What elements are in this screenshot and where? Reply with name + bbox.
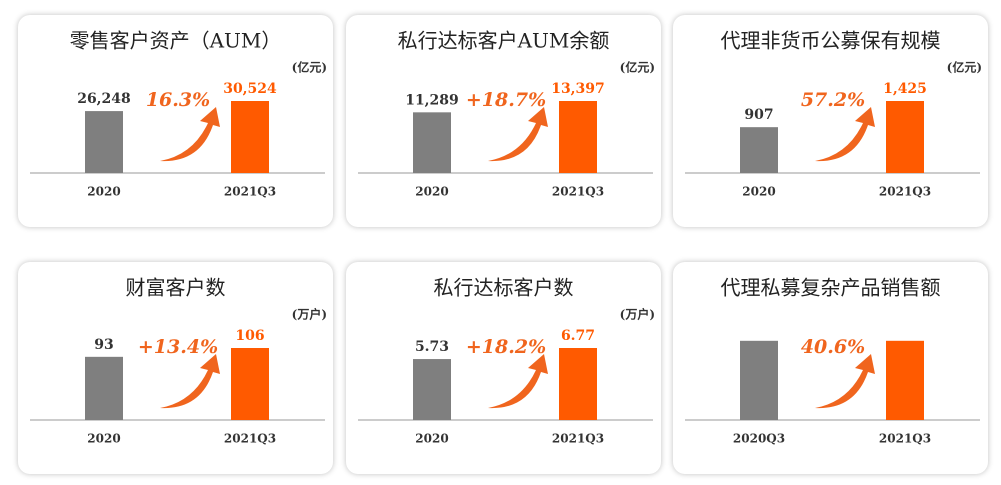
bar [740, 127, 778, 173]
chart-title: 零售客户资产（AUM） [70, 29, 282, 53]
growth-label: +18.7% [466, 89, 546, 111]
x-tick-label: 2021Q3 [224, 432, 276, 446]
growth-label: 57.2% [801, 89, 865, 111]
chart-title: 代理私募复杂产品销售额 [721, 276, 941, 300]
chart: 私行达标客户数 (万户) +18.2% 5.73 2020 6.77 2021Q3 [358, 276, 655, 446]
unit-label: (亿元) [947, 60, 982, 75]
value-label: 106 [235, 328, 264, 344]
bar [231, 348, 269, 420]
x-tick-label: 2020 [87, 432, 120, 446]
growth-arrow [160, 107, 220, 162]
chart-title: 财富客户数 [126, 276, 226, 300]
chart: 私行达标客户AUM余额 (亿元) +18.7% 11,289 2020 13,397 202… [358, 29, 655, 199]
bar [559, 101, 597, 173]
value-label: 30,524 [223, 81, 277, 97]
chart: 代理私募复杂产品销售额 40.6% 2020Q3 2021Q3 [685, 276, 980, 446]
growth-arrow [488, 354, 548, 409]
unit-label: (万户) [620, 307, 655, 322]
growth-arrow [815, 107, 875, 162]
x-tick-label: 2020 [87, 185, 120, 199]
chart-panel: 零售客户资产（AUM） (亿元) 16.3% 26,248 2020 30,524 2021… [18, 15, 333, 227]
x-tick-label: 2021Q3 [879, 185, 931, 199]
chart-panel: 财富客户数 (万户) +13.4% 93 2020 106 2021Q3 [18, 262, 333, 474]
x-tick-label: 2020Q3 [733, 432, 785, 446]
chart-panel: 私行达标客户AUM余额 (亿元) +18.7% 11,289 2020 13,397 202… [346, 15, 661, 227]
chart-panel: 代理私募复杂产品销售额 40.6% 2020Q3 2021Q3 [673, 262, 988, 474]
bar [85, 356, 123, 420]
unit-label: (万户) [292, 307, 327, 322]
value-label: 93 [94, 337, 113, 353]
unit-label: (亿元) [292, 60, 327, 75]
value-label: 5.73 [415, 339, 449, 355]
bar [559, 348, 597, 420]
unit-label: (亿元) [620, 60, 655, 75]
x-tick-label: 2020 [415, 185, 448, 199]
value-label: 6.77 [561, 328, 595, 344]
chart-title: 代理非货币公募保有规模 [721, 29, 941, 53]
chart-panel: 代理非货币公募保有规模 (亿元) 57.2% 907 2020 1,425 2021Q3 [673, 15, 988, 227]
bar [85, 111, 123, 173]
growth-arrow [815, 354, 875, 409]
growth-label: 40.6% [801, 336, 865, 358]
chart: 零售客户资产（AUM） (亿元) 16.3% 26,248 2020 30,524 2021… [30, 29, 327, 199]
chart: 财富客户数 (万户) +13.4% 93 2020 106 2021Q3 [30, 276, 327, 446]
bar [413, 112, 451, 173]
chart-title: 私行达标客户AUM余额 [398, 29, 610, 53]
growth-label: 16.3% [146, 89, 210, 111]
x-tick-label: 2021Q3 [879, 432, 931, 446]
bar [740, 340, 778, 420]
chart: 代理非货币公募保有规模 (亿元) 57.2% 907 2020 1,425 2021Q3 [685, 29, 982, 199]
growth-arrow [488, 107, 548, 162]
x-tick-label: 2021Q3 [224, 185, 276, 199]
chart-panel: 私行达标客户数 (万户) +18.2% 5.73 2020 6.77 2021Q3 [346, 262, 661, 474]
growth-label: +13.4% [138, 336, 218, 358]
bar [413, 359, 451, 420]
value-label: 1,425 [883, 81, 927, 97]
bar [886, 340, 924, 420]
x-tick-label: 2021Q3 [552, 432, 604, 446]
value-label: 907 [744, 107, 773, 123]
value-label: 26,248 [77, 91, 131, 107]
x-tick-label: 2020 [742, 185, 775, 199]
growth-arrow [160, 354, 220, 409]
value-label: 13,397 [551, 81, 605, 97]
growth-label: +18.2% [466, 336, 546, 358]
value-label: 11,289 [405, 92, 459, 108]
bar [886, 101, 924, 173]
x-tick-label: 2020 [415, 432, 448, 446]
chart-title: 私行达标客户数 [434, 276, 574, 300]
x-tick-label: 2021Q3 [552, 185, 604, 199]
bar [231, 101, 269, 173]
